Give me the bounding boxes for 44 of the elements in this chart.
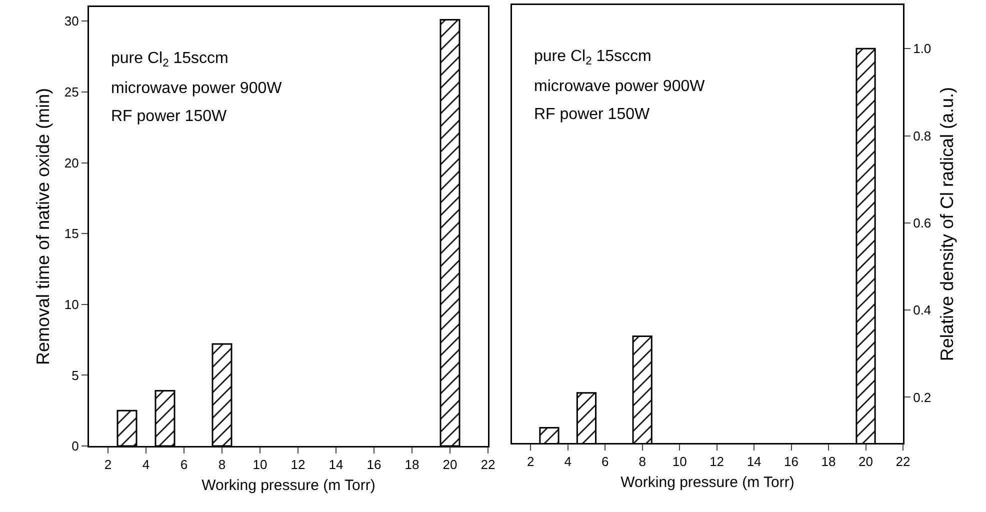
x-tick-label: 8 <box>638 454 646 470</box>
x-tick-label: 20 <box>858 454 873 470</box>
y-tick-label: 25 <box>64 84 79 100</box>
x-axis-title: Working pressure (m Torr) <box>620 474 794 491</box>
y2-tick-label: 1.0 <box>913 41 932 56</box>
x-tick-label: 4 <box>564 454 572 470</box>
y2-axis-title: Relative density of Cl radical (a.u.) <box>937 86 958 362</box>
y-tick-label: 15 <box>64 226 79 242</box>
x-tick-label: 12 <box>290 457 306 472</box>
annotation: microwave power 900W <box>111 80 283 97</box>
x-tick-label: 22 <box>480 457 496 472</box>
x-tick-label: 2 <box>527 454 534 470</box>
x-tick-label: 10 <box>672 454 687 470</box>
y-tick-label: 30 <box>64 14 79 29</box>
x-tick-label: 14 <box>328 457 344 472</box>
x-tick-label: 8 <box>218 457 226 472</box>
x-tick-label: 10 <box>252 457 268 472</box>
y2-tick-label: 0.8 <box>913 128 932 144</box>
x-axis-title: Working pressure (m Torr) <box>202 476 376 494</box>
x-tick-label: 18 <box>821 454 836 470</box>
y-tick-label: 0 <box>72 438 79 454</box>
annotation: microwave power 900W <box>534 78 706 95</box>
x-tick-label: 18 <box>404 457 420 472</box>
x-tick-label: 16 <box>784 454 799 470</box>
y-tick-label: 20 <box>64 155 79 170</box>
annotation: RF power 150W <box>534 106 650 123</box>
x-tick-label: 20 <box>442 457 458 472</box>
annotation: RF power 150W <box>111 108 228 125</box>
x-tick-label: 12 <box>710 454 724 470</box>
y2-tick-label: 0.4 <box>913 302 932 318</box>
x-tick-label: 4 <box>142 457 150 472</box>
x-tick-label: 2 <box>104 457 112 472</box>
x-tick-label: 6 <box>601 454 609 470</box>
x-tick-label: 6 <box>180 457 188 472</box>
annotation: pure Cl$_{2}$ 15sccm <box>111 50 228 70</box>
x-tick-label: 16 <box>366 457 382 472</box>
x-tick-label: 22 <box>896 454 910 470</box>
y-tick-label: 10 <box>64 296 79 312</box>
y2-tick-label: 0.6 <box>913 215 932 230</box>
y-tick-label: 5 <box>72 368 79 383</box>
y2-tick-label: 0.2 <box>913 390 932 405</box>
x-tick-label: 14 <box>746 454 762 470</box>
y-axis-title: Removal time of native oxide (min) <box>32 88 53 366</box>
annotation: pure Cl$_{2}$ 15sccm <box>534 48 652 68</box>
